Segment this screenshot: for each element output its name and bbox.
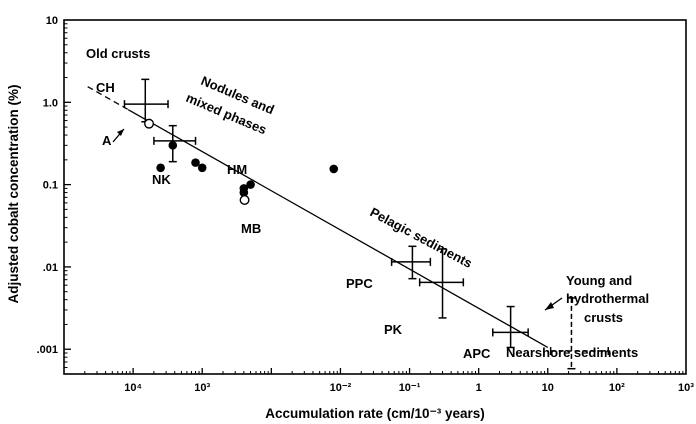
y-tick-label: 10 xyxy=(46,15,58,27)
x-tick-label: 10⁻² xyxy=(330,382,352,394)
regression-line xyxy=(127,109,549,349)
arrow-a-head xyxy=(117,129,124,136)
data-point-solid xyxy=(329,164,339,174)
annotation-crusts: crusts xyxy=(584,310,623,325)
annotation-a: A xyxy=(102,133,112,148)
x-tick-label: 10⁴ xyxy=(124,382,142,394)
y-tick-label: .001 xyxy=(37,344,58,356)
data-point-solid xyxy=(239,184,249,193)
annotation-young-and: Young and xyxy=(566,273,632,288)
regression-line-extrapolated xyxy=(87,86,129,111)
y-tick-label: 1.0 xyxy=(43,97,58,109)
annotation-nearshore-sediments: Nearshore sediments xyxy=(506,345,638,360)
x-tick-label: 10³ xyxy=(678,382,694,394)
y-tick-label: 0.1 xyxy=(43,180,58,192)
data-point-solid xyxy=(197,163,207,173)
annotation-pelagic-sediments: Pelagic sediments xyxy=(368,204,475,271)
x-tick-label: 1 xyxy=(476,382,482,394)
arrow-crusts-head xyxy=(545,302,554,310)
annotation-apc: APC xyxy=(463,346,491,361)
data-point-open xyxy=(239,195,250,206)
x-tick-label: 10³ xyxy=(194,382,210,394)
data-point-solid xyxy=(156,163,165,173)
x-tick-label: 10 xyxy=(542,382,554,394)
data-point-solid xyxy=(246,180,255,189)
annotation-ch: CH xyxy=(96,80,115,95)
data-point-open xyxy=(144,118,155,129)
x-tick-label: 10² xyxy=(609,382,625,394)
data-point-solid xyxy=(168,141,178,150)
annotation-nk: NK xyxy=(152,172,171,187)
annotation-pk: PK xyxy=(384,322,403,337)
x-tick-label: 10⁻¹ xyxy=(399,382,421,394)
data-point-solid xyxy=(191,158,200,167)
x-axis-label: Accumulation rate (cm/10⁻³ years) xyxy=(265,406,484,421)
annotation-hm: HM xyxy=(227,162,247,177)
annotation-mb: MB xyxy=(241,221,261,236)
annotation-ppc: PPC xyxy=(346,276,373,291)
y-axis-label: Adjusted cobalt concentration (%) xyxy=(6,84,21,303)
annotation-hydrothermal: hydrothermal xyxy=(566,291,649,306)
y-tick-label: .01 xyxy=(43,262,58,274)
annotation-old-crusts: Old crusts xyxy=(86,46,150,61)
